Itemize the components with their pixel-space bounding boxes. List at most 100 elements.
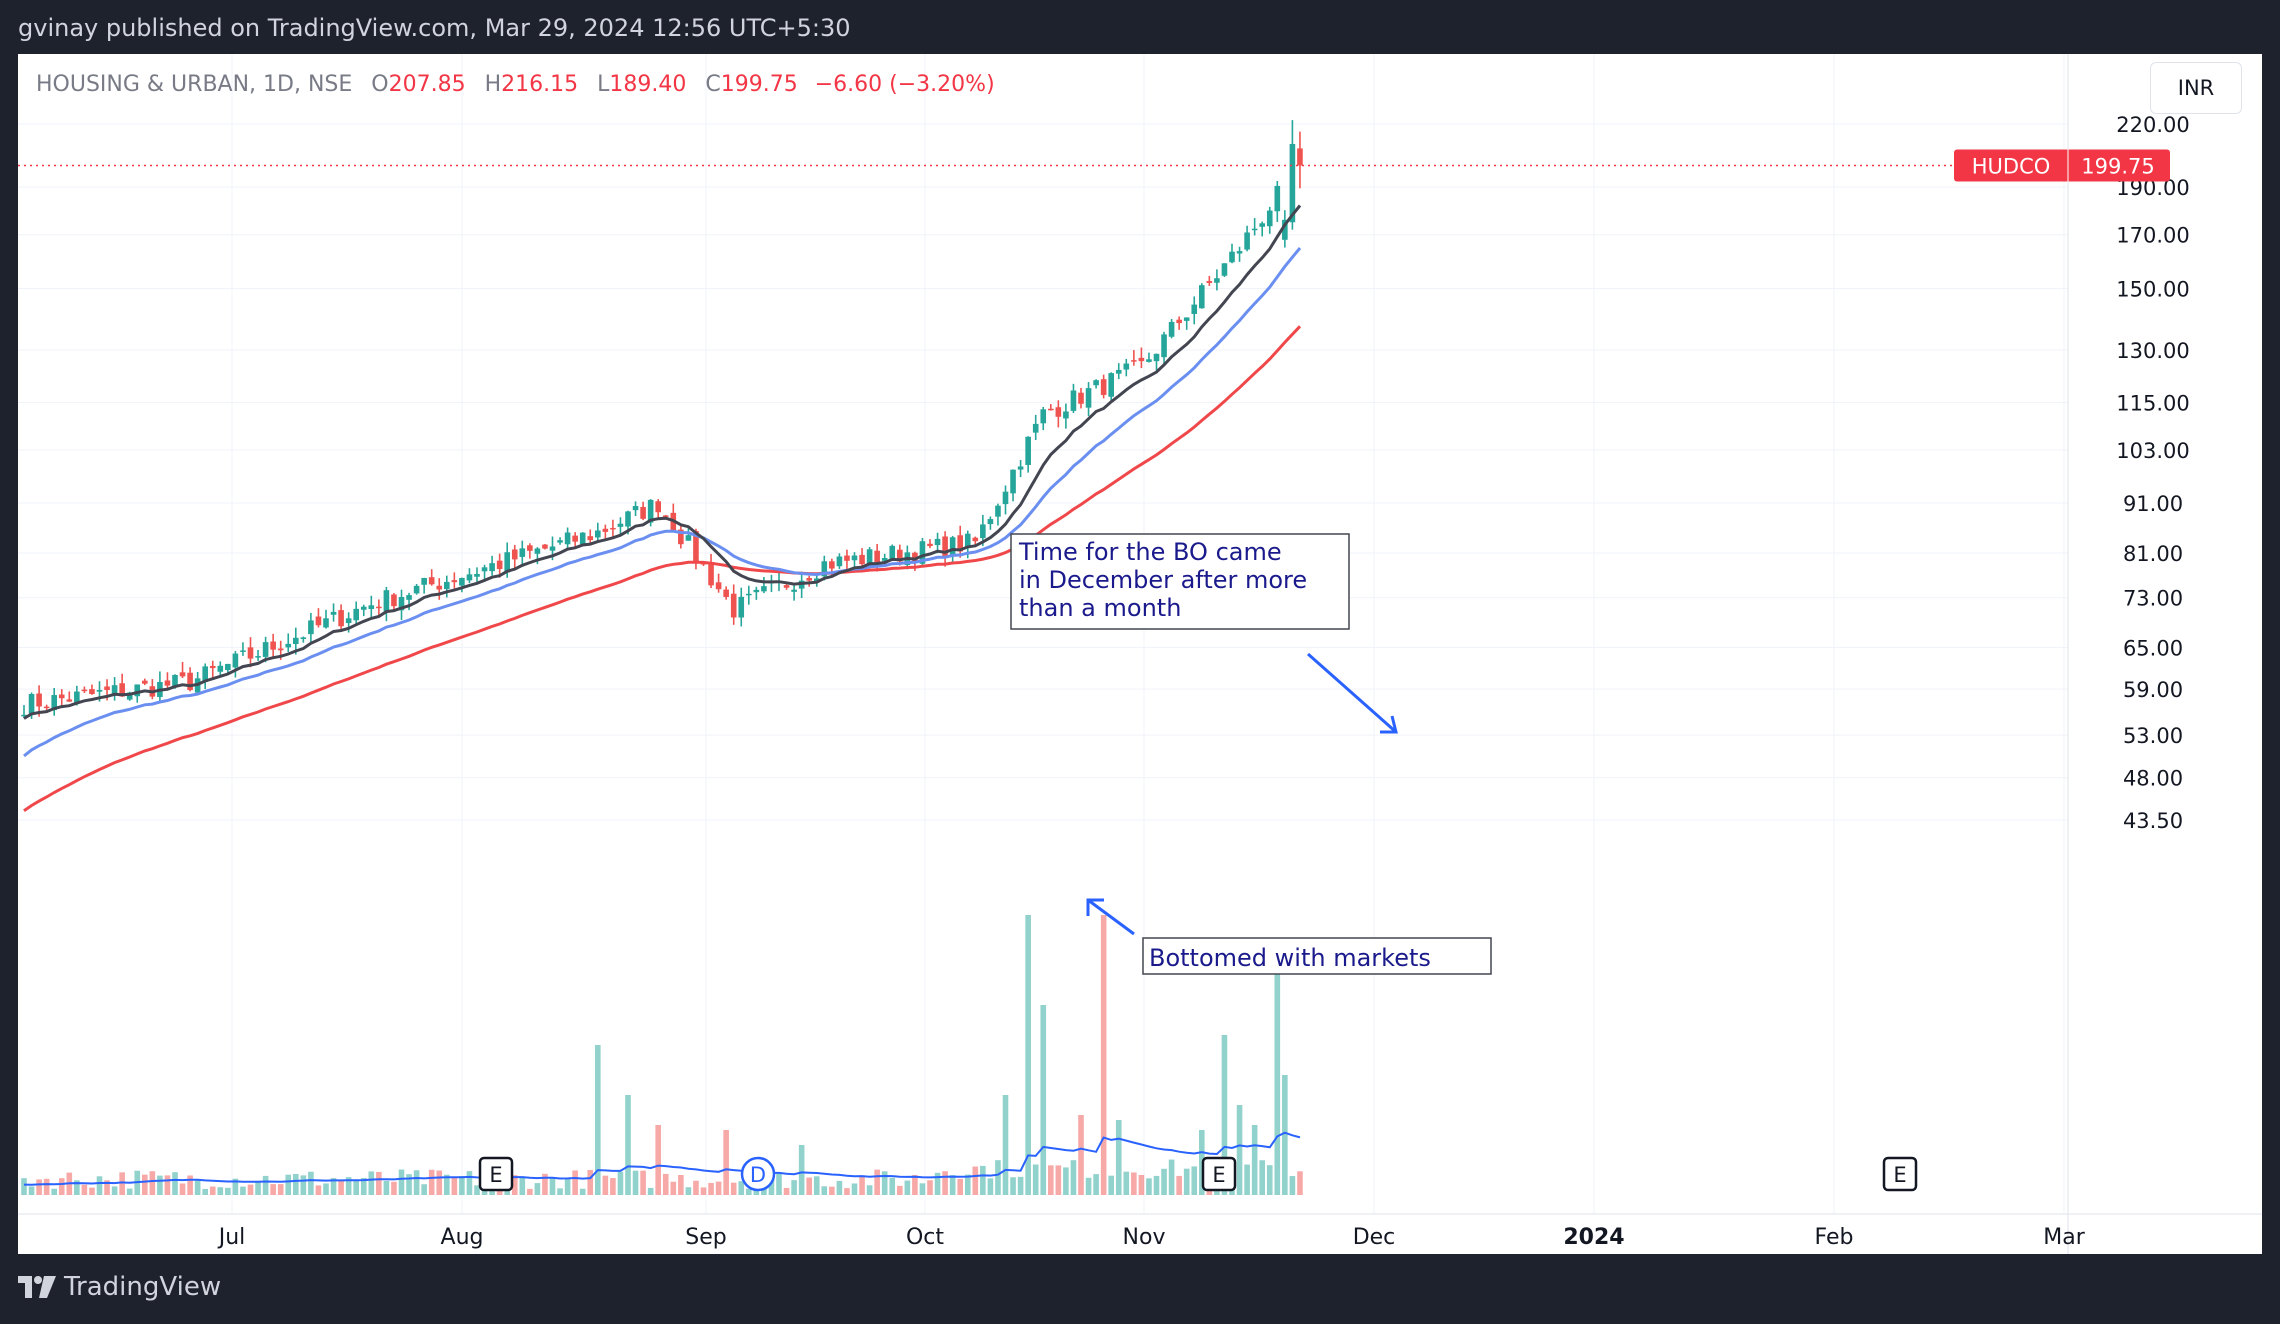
volume-bar (255, 1181, 261, 1195)
candle-body (383, 590, 390, 612)
volume-bar (625, 1095, 631, 1195)
candle-body (421, 577, 427, 585)
volume-bar (308, 1171, 314, 1195)
volume-bar (1048, 1165, 1054, 1195)
volume-bar (209, 1186, 216, 1195)
candle-body (730, 593, 737, 618)
volume-bar (1289, 1176, 1296, 1195)
volume-bar (1138, 1174, 1145, 1195)
volume-bar (813, 1176, 820, 1195)
candle-body (172, 674, 178, 687)
volume-bar (964, 1174, 971, 1195)
candle-body (89, 689, 95, 695)
candle-body (474, 573, 480, 577)
candle-body (202, 666, 208, 683)
candle-body (723, 589, 729, 597)
volume-bar (1191, 1166, 1198, 1195)
volume-bar (345, 1177, 352, 1195)
volume-bar (368, 1171, 375, 1195)
candle-body (323, 618, 329, 628)
volume-bar (957, 1178, 963, 1195)
candle-body (1274, 185, 1281, 212)
volume-bar (655, 1125, 661, 1195)
x-tick-label: Dec (1353, 1225, 1396, 1250)
candle-body (874, 550, 880, 563)
candle-body (330, 611, 337, 615)
y-tick-label: 170.00 (2116, 224, 2189, 248)
publish-header: gvinay published on TradingView.com, Mar… (0, 0, 2280, 54)
candle-body (746, 593, 752, 596)
candle-body (413, 585, 420, 594)
candle-body (919, 541, 926, 564)
candle-body (398, 597, 405, 611)
volume-bar (708, 1182, 714, 1195)
volume-bar (179, 1183, 186, 1195)
candle-body (1191, 304, 1198, 314)
candle-body (806, 577, 812, 581)
candle-body (225, 663, 231, 671)
annotation-box-breakout (1010, 533, 1350, 630)
candle-body (1017, 466, 1024, 470)
volume-bar (1146, 1178, 1152, 1195)
volume-bar (1221, 1035, 1228, 1195)
price-badge-symbol: HUDCO (1972, 154, 2051, 178)
candle-body (1055, 407, 1062, 417)
candle-body (1108, 373, 1114, 397)
volume-bar (28, 1186, 35, 1195)
candle-body (391, 594, 397, 607)
candle-body (376, 606, 382, 609)
candle-body (481, 567, 488, 572)
volume-bar (587, 1169, 594, 1195)
price-chart[interactable]: 220.00190.00170.00150.00130.00115.00103.… (18, 54, 2262, 1254)
volume-bar (391, 1181, 397, 1195)
close-value: 199.75 (720, 72, 798, 97)
volume-bar (353, 1180, 359, 1195)
candle-body (595, 530, 601, 538)
tradingview-logo[interactable]: TradingView (18, 1272, 221, 1302)
volume-bar (1153, 1175, 1160, 1195)
low-key: L (597, 72, 610, 97)
candle-body (1100, 379, 1107, 395)
candle-body (738, 596, 745, 618)
candle-body (957, 535, 963, 552)
volume-bar (564, 1177, 571, 1195)
volume-bar (187, 1175, 193, 1195)
earnings-marker (1882, 1156, 1918, 1192)
volume-bar (262, 1175, 269, 1195)
candle-body (1161, 334, 1167, 358)
candle-body (791, 589, 797, 592)
candle-body (262, 642, 269, 657)
candle-body (21, 714, 27, 717)
currency-button[interactable]: INR (2150, 62, 2242, 114)
candle-body (851, 555, 858, 561)
volume-bar (1100, 915, 1107, 1195)
candle-body (821, 561, 828, 577)
candle-body (66, 699, 73, 702)
volume-bar (1070, 1160, 1077, 1195)
volume-bar (1131, 1172, 1137, 1195)
volume-bar (428, 1169, 435, 1195)
candle-body (142, 680, 148, 684)
volume-bar (670, 1181, 677, 1195)
volume-bar (240, 1186, 246, 1195)
volume-bar (874, 1169, 880, 1195)
ema-fast-line (23, 204, 1302, 720)
volume-bar (74, 1180, 80, 1195)
x-tick-label: Sep (685, 1225, 726, 1250)
volume-bar (579, 1188, 586, 1195)
candle-body (1040, 409, 1047, 424)
volume-bar (949, 1175, 956, 1195)
candle-body (987, 519, 994, 525)
candle-body (1297, 148, 1303, 166)
annotation-text-line: Time for the BO came (1018, 538, 1282, 566)
volume-bar (798, 1145, 805, 1195)
volume-bar (247, 1184, 254, 1195)
candle-body (1244, 232, 1250, 250)
chart-pane[interactable]: 220.00 190.00 170.00 150.00 130.00 115.00 103.… (18, 54, 2262, 1254)
candle-body (285, 643, 292, 648)
close-key: C (705, 72, 721, 97)
candle-body (693, 530, 699, 563)
candle-body (1282, 219, 1288, 240)
candle-body (836, 556, 843, 567)
candle-body (972, 537, 979, 542)
